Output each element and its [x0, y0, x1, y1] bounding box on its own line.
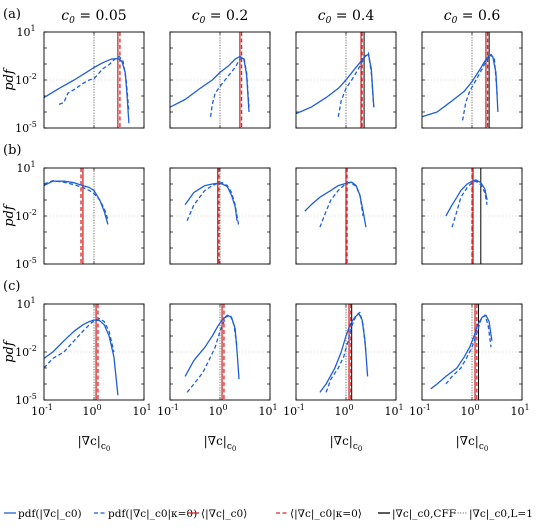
- series-pdf-line: [421, 54, 499, 118]
- x-tick-label: 10-1: [409, 403, 431, 418]
- series-pdf-k0-line: [451, 180, 488, 228]
- series-pdf-k0-line: [325, 311, 367, 393]
- chart-panel: 101 10-2 10-510-1 100 101 |∇c|c0: [15, 296, 151, 453]
- axes-frame: [295, 303, 397, 401]
- legend-label: ⟨|∇c|_c0⟩: [201, 508, 247, 521]
- x-axis-label: |∇c|c0: [330, 434, 363, 453]
- x-tick-label: 101: [510, 403, 529, 418]
- y-tick-label: 10-2: [15, 344, 37, 359]
- chart-panel: [295, 31, 397, 129]
- chart-panel: [295, 167, 397, 265]
- column-title: c0 = 0.2: [192, 8, 248, 26]
- chart-panel: 101 10-2 10-5: [15, 24, 145, 135]
- chart-panel: 10-1 100 101 |∇c|c0: [157, 303, 278, 453]
- series-pdf-k0-line: [43, 318, 115, 369]
- axes-frame: [43, 303, 145, 401]
- column-title: c0 = 0.6: [444, 8, 501, 26]
- chart-panel: [169, 31, 271, 129]
- chart-panel: [421, 31, 523, 129]
- legend-label: pdf(|∇c|_c0|κ=0): [108, 508, 197, 521]
- x-tick-label: 10-1: [283, 403, 305, 418]
- y-axis-label: pdf: [2, 339, 17, 363]
- x-tick-label: 10-1: [157, 403, 179, 418]
- x-tick-label: 101: [132, 403, 151, 418]
- axes-frame: [295, 31, 397, 129]
- y-tick-label: 101: [16, 296, 35, 311]
- y-axis-label: pdf: [2, 203, 17, 227]
- chart-panel: [421, 167, 523, 265]
- legend-item: pdf(|∇c|_c0): [4, 508, 82, 521]
- series-pdf-line: [319, 312, 369, 393]
- column-title: c0 = 0.05: [61, 8, 126, 26]
- series-pdf-line: [184, 314, 240, 380]
- row-label: (c): [3, 279, 20, 294]
- legend-label: |∇c|_c0,L=1: [469, 508, 533, 521]
- legend-label: pdf(|∇c|_c0): [18, 508, 82, 521]
- y-tick-label: 101: [16, 160, 35, 175]
- y-tick-label: 10-5: [15, 256, 37, 271]
- series-pdf-line: [445, 179, 488, 217]
- x-tick-label: 100: [334, 403, 353, 418]
- axes-frame: [295, 167, 397, 265]
- legend-label: |∇c|_c0,CFF: [392, 508, 456, 521]
- row-label: (a): [3, 7, 21, 22]
- axes-frame: [169, 31, 271, 129]
- x-tick-label: 10-1: [31, 403, 53, 418]
- series-pdf-line: [430, 314, 493, 390]
- x-tick-label: 100: [82, 403, 101, 418]
- axes-frame: [169, 303, 271, 401]
- series-pdf-line: [43, 319, 119, 396]
- legend-item: pdf(|∇c|_c0|κ=0): [94, 508, 197, 521]
- axes-frame: [421, 303, 523, 401]
- row-label: (b): [3, 143, 21, 158]
- legend-label: ⟨|∇c|_c0|κ=0⟩: [290, 508, 362, 521]
- legend-item: |∇c|_c0,L=1: [455, 508, 533, 521]
- x-axis-label: |∇c|c0: [78, 434, 111, 453]
- series-pdf-line: [169, 55, 250, 113]
- chart-panel: 10-1 100 101 |∇c|c0: [409, 303, 530, 453]
- x-tick-label: 100: [208, 403, 227, 418]
- x-tick-label: 101: [384, 403, 403, 418]
- series-pdf-k0-line: [43, 180, 109, 220]
- series-pdf-k0-line: [337, 52, 375, 117]
- y-axis-label: pdf: [2, 67, 17, 91]
- series-pdf-k0-line: [58, 55, 130, 113]
- y-tick-label: 101: [16, 24, 35, 39]
- series-pdf-k0-line: [319, 182, 364, 228]
- chart-panel: 101 10-2 10-5: [15, 160, 145, 271]
- series-pdf-line: [43, 180, 109, 225]
- axes-frame: [421, 31, 523, 129]
- series-pdf-k0-line: [186, 182, 240, 228]
- axes-frame: [43, 31, 145, 129]
- axes-frame: [169, 167, 271, 265]
- y-tick-label: 10-2: [15, 208, 37, 223]
- y-tick-label: 10-5: [15, 120, 37, 135]
- series-pdf-line: [184, 182, 238, 221]
- x-tick-label: 101: [258, 403, 277, 418]
- legend-item: |∇c|_c0,CFF: [378, 508, 456, 521]
- legend-item: ⟨|∇c|_c0⟩: [187, 508, 247, 521]
- chart-panel: 10-1 100 101 |∇c|c0: [283, 303, 404, 453]
- axes-frame: [421, 167, 523, 265]
- series-pdf-line: [43, 57, 130, 124]
- axes-frame: [43, 167, 145, 265]
- y-tick-label: 10-2: [15, 72, 37, 87]
- y-tick-label: 10-5: [15, 392, 37, 407]
- series-pdf-k0-line: [186, 314, 238, 393]
- x-axis-label: |∇c|c0: [456, 434, 489, 453]
- column-title: c0 = 0.4: [318, 8, 375, 26]
- chart-panel: [169, 167, 271, 265]
- x-tick-label: 100: [460, 403, 479, 418]
- series-pdf-k0-line: [461, 53, 498, 121]
- series-pdf-k0-line: [445, 314, 492, 385]
- series-pdf-k0-line: [209, 56, 250, 117]
- legend-item: ⟨|∇c|_c0|κ=0⟩: [276, 508, 362, 521]
- x-axis-label: |∇c|c0: [204, 434, 237, 453]
